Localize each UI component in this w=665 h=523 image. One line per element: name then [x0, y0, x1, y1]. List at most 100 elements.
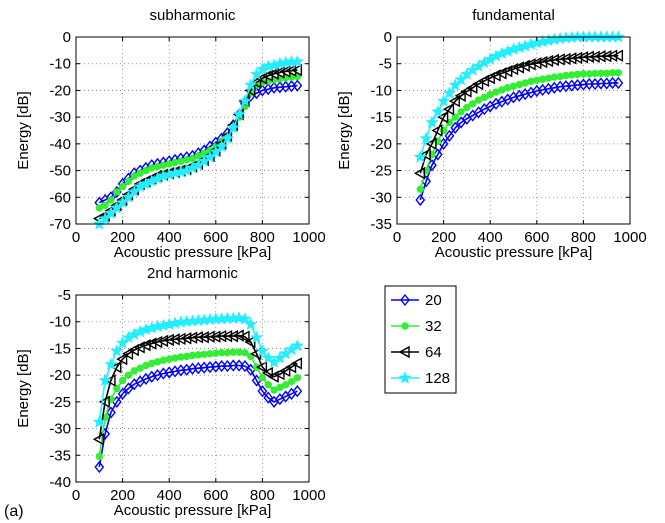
- data-point: [250, 76, 262, 89]
- data-point: [594, 50, 606, 63]
- data-point: [104, 357, 118, 370]
- x-tick-label: 0: [393, 229, 401, 246]
- data-point: [287, 377, 296, 386]
- axes-box: [396, 36, 631, 225]
- figure-label: (a): [4, 503, 24, 520]
- x-tick-label: 0: [72, 229, 80, 246]
- data-point: [113, 188, 121, 196]
- data-point: [142, 166, 150, 175]
- data-point: [533, 76, 541, 84]
- data-point: [460, 85, 472, 98]
- data-point: [244, 317, 258, 330]
- data-point: [238, 312, 252, 325]
- x-axis-label: Acoustic pressure [kPa]: [114, 244, 272, 261]
- data-point: [110, 360, 122, 374]
- x-tick-label: 200: [110, 229, 135, 246]
- data-point: [168, 333, 180, 346]
- x-tick-label: 200: [431, 229, 456, 246]
- data-point: [285, 360, 297, 374]
- legend-box: [384, 285, 457, 394]
- legend-label: 32: [425, 318, 442, 335]
- data-point: [415, 193, 426, 207]
- data-point: [264, 381, 272, 389]
- second-harmonic-panel: 0 200 400 600 800 1000 -40 -35 -30 -25 -20 -15 -10 -5…: [15, 265, 326, 519]
- y-tick-label: 0: [384, 29, 392, 46]
- data-point: [431, 104, 445, 118]
- data-point: [255, 360, 268, 374]
- data-point: [614, 69, 623, 77]
- data-point: [92, 433, 105, 446]
- data-point: [282, 381, 290, 389]
- y-tick-label: -40: [49, 136, 71, 153]
- series-64: [413, 49, 624, 180]
- data-point: [588, 50, 600, 63]
- data-point: [238, 330, 250, 343]
- legend-label: 20: [425, 292, 442, 309]
- data-point: [611, 30, 625, 43]
- legend-label: 64: [425, 344, 442, 361]
- data-point: [118, 376, 127, 385]
- data-point: [292, 385, 303, 398]
- data-point: [215, 139, 229, 153]
- data-point: [203, 330, 215, 343]
- data-point: [106, 406, 116, 419]
- x-tick-label: 800: [250, 487, 275, 504]
- data-point: [220, 131, 234, 145]
- data-point: [613, 76, 624, 90]
- x-tick-label: 600: [203, 487, 228, 504]
- x-tick-label: 0: [72, 487, 80, 504]
- x-tick-label: 1000: [292, 229, 325, 246]
- data-point: [232, 107, 246, 120]
- data-point: [95, 204, 104, 212]
- y-tick-label: -30: [49, 421, 71, 438]
- data-point: [165, 355, 173, 363]
- data-point: [425, 115, 439, 128]
- data-point: [273, 367, 285, 381]
- data-point: [419, 131, 433, 145]
- data-point: [124, 371, 133, 379]
- series-128: [92, 311, 304, 428]
- legend-entry-32: 32: [391, 318, 442, 335]
- legend-marker: [398, 371, 412, 384]
- x-tick-label: 400: [478, 229, 503, 246]
- x-axis-label: Acoustic pressure [kPa]: [114, 502, 272, 519]
- x-tick-label: 800: [571, 229, 596, 246]
- data-point: [258, 374, 267, 382]
- y-tick-label: -30: [49, 109, 71, 126]
- data-point: [240, 359, 250, 373]
- data-point: [226, 329, 238, 343]
- series-128: [413, 30, 625, 163]
- data-point: [474, 96, 483, 104]
- legend-label: 128: [425, 370, 450, 387]
- legend: 20 32 64 128: [384, 285, 457, 394]
- data-point: [483, 71, 495, 85]
- data-point: [419, 148, 431, 161]
- data-point: [171, 354, 179, 362]
- data-point: [267, 370, 279, 383]
- data-point: [466, 81, 478, 94]
- data-point: [92, 415, 106, 428]
- data-point: [101, 201, 109, 210]
- data-point: [571, 51, 583, 65]
- data-point: [209, 330, 221, 343]
- y-tick-label: -40: [49, 474, 71, 491]
- data-point: [469, 100, 477, 108]
- data-point: [290, 357, 303, 370]
- data-point: [450, 121, 461, 134]
- y-axis-label: Energy [dB]: [15, 91, 32, 169]
- x-tick-label: 400: [157, 487, 182, 504]
- data-point: [180, 332, 192, 345]
- axes-box: [75, 294, 310, 483]
- data-point: [544, 74, 553, 82]
- data-point: [118, 182, 127, 191]
- data-point: [255, 72, 268, 85]
- data-point: [413, 150, 427, 163]
- series-32: [95, 348, 302, 461]
- legend-entry-128: 128: [391, 370, 450, 387]
- legend-marker: [400, 293, 410, 307]
- data-point: [136, 364, 144, 372]
- data-point: [95, 452, 104, 461]
- y-tick-label: -25: [370, 163, 392, 180]
- series-32: [416, 69, 623, 193]
- data-point: [244, 78, 258, 91]
